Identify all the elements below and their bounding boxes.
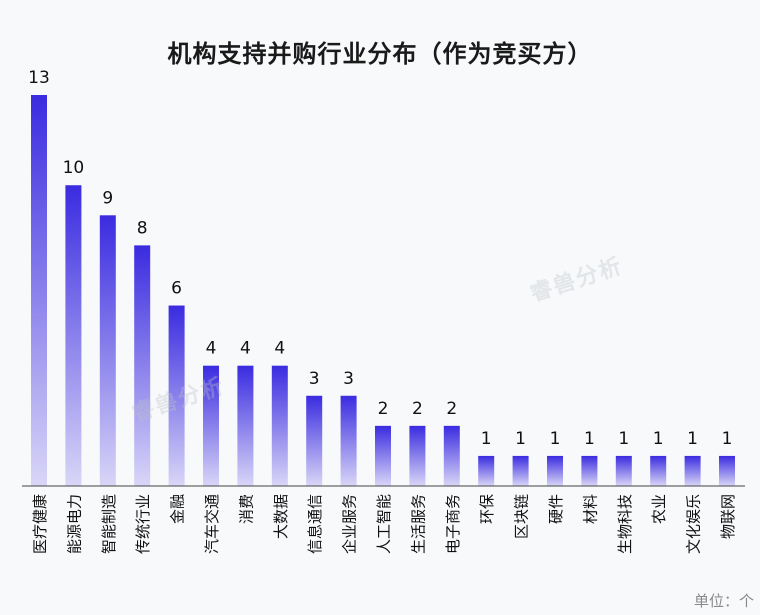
x-tick-label-8: 信息通信	[306, 494, 324, 554]
x-tick-label-7: 大数据	[272, 494, 290, 539]
bar-3	[134, 245, 151, 486]
bar-17	[615, 455, 632, 486]
x-tick-label-0: 医疗健康	[31, 494, 49, 554]
data-label-13: 1	[481, 429, 492, 449]
x-tick-label-2: 智能制造	[100, 494, 118, 554]
bar-8	[306, 395, 323, 486]
data-label-16: 1	[584, 429, 595, 449]
data-label-7: 4	[274, 339, 285, 359]
data-label-14: 1	[515, 429, 526, 449]
x-tick-label-15: 硬件	[547, 494, 565, 524]
bar-13	[478, 455, 495, 486]
x-tick-label-9: 企业服务	[341, 494, 359, 554]
bar-2	[99, 215, 116, 487]
bar-20	[719, 455, 735, 486]
bar-15	[547, 455, 563, 486]
bar-18	[650, 455, 667, 486]
x-tick-label-1: 能源电力	[65, 494, 83, 554]
bar-5	[203, 365, 219, 486]
x-tick-label-12: 电子商务	[444, 494, 462, 554]
bar-9	[340, 395, 357, 486]
bar-16	[581, 455, 598, 486]
data-label-20: 1	[722, 429, 733, 449]
x-tick-label-11: 生活服务	[409, 494, 427, 554]
bar-10	[375, 425, 391, 486]
x-tick-label-10: 人工智能	[375, 494, 393, 554]
x-tick-label-16: 材料	[581, 494, 599, 524]
bar-12	[443, 425, 460, 486]
data-label-17: 1	[618, 429, 629, 449]
x-tick-label-19: 文化娱乐	[685, 494, 703, 554]
x-tick-label-4: 金融	[169, 494, 187, 524]
data-label-3: 8	[137, 218, 148, 238]
chart-title: 机构支持并购行业分布（作为竞买方）	[167, 40, 593, 68]
data-label-11: 2	[412, 399, 423, 419]
data-label-15: 1	[550, 429, 561, 449]
bar-1	[65, 185, 82, 486]
data-label-5: 4	[206, 339, 217, 359]
x-tick-label-20: 物联网	[719, 494, 737, 539]
data-label-12: 2	[446, 399, 457, 419]
bar-14	[512, 455, 529, 486]
bar-7	[271, 365, 288, 486]
bar-6	[237, 365, 254, 486]
data-label-0: 13	[28, 68, 50, 88]
x-tick-label-17: 生物科技	[616, 494, 634, 554]
x-tick-label-5: 汽车交通	[203, 494, 221, 554]
data-label-2: 9	[102, 188, 113, 208]
bar-19	[684, 455, 701, 486]
bar-0	[31, 95, 47, 486]
data-label-19: 1	[687, 429, 698, 449]
data-label-8: 3	[309, 369, 320, 389]
x-tick-label-6: 消费	[237, 494, 255, 524]
data-label-4: 6	[171, 279, 182, 299]
data-label-1: 10	[63, 158, 85, 178]
x-tick-label-18: 农业	[650, 494, 668, 524]
data-label-6: 4	[240, 339, 251, 359]
x-tick-label-3: 传统行业	[134, 494, 152, 554]
unit-label: 单位：个	[693, 592, 754, 610]
data-label-18: 1	[653, 429, 664, 449]
x-tick-label-14: 区块链	[513, 494, 531, 539]
data-label-9: 3	[343, 369, 354, 389]
bar-11	[409, 425, 426, 486]
x-tick-label-13: 环保	[478, 494, 496, 524]
data-label-10: 2	[378, 399, 389, 419]
bar-4	[168, 305, 185, 486]
